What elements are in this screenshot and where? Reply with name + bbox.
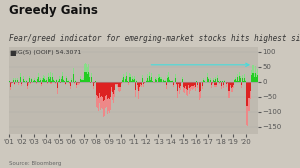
Text: IG(S) (OOIF) 54.3071: IG(S) (OOIF) 54.3071 <box>16 50 82 55</box>
Text: Fear/greed indicator for emerging-market stocks hits highest since 2011: Fear/greed indicator for emerging-market… <box>9 34 300 43</box>
Text: ■: ■ <box>9 50 16 56</box>
Text: Source: Bloomberg: Source: Bloomberg <box>9 161 62 166</box>
Text: Greedy Gains: Greedy Gains <box>9 4 98 17</box>
